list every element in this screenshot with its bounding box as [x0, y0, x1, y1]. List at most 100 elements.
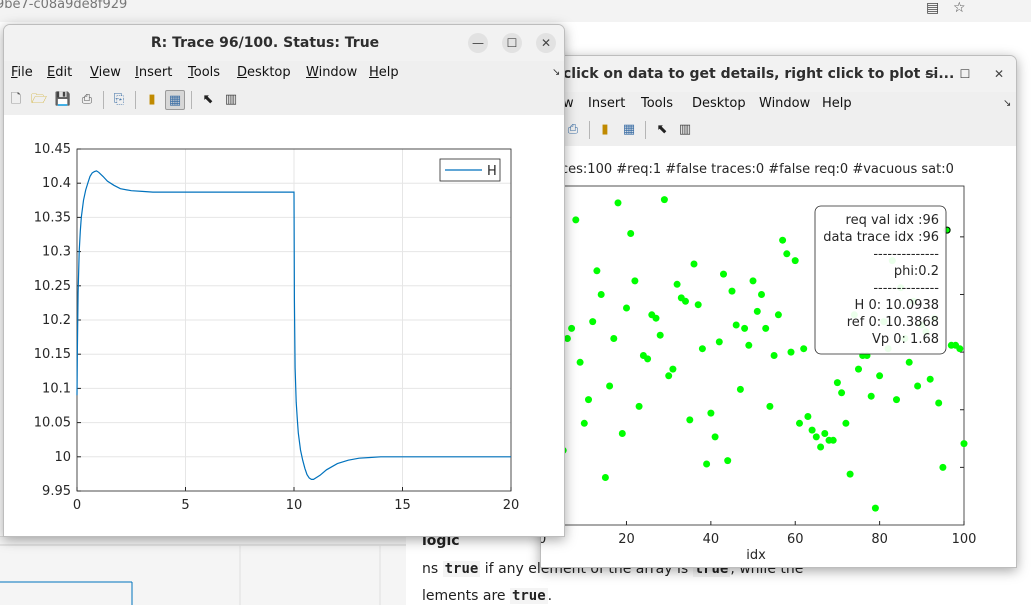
title-bar[interactable]: R: Trace 96/100. Status: True — ☐ ✕: [4, 25, 564, 61]
data-tip-line: H 0: 10.0938: [855, 298, 939, 313]
menu-window-partial[interactable]: w: [563, 96, 574, 111]
y-tick-label: 10.05: [34, 416, 71, 431]
data-point: [686, 416, 694, 424]
x-axis-label: idx: [746, 548, 766, 563]
data-point: [597, 291, 605, 298]
data-point: [833, 379, 841, 387]
trace-figure-window[interactable]: R: Trace 96/100. Status: True — ☐ ✕ File…: [3, 24, 565, 537]
data-point: [779, 236, 787, 244]
browser-address-bar[interactable]: 9be7-c08a9de8f929 ▤ ☆: [0, 0, 1031, 22]
window-title: click on data to get details, right clic…: [563, 66, 955, 82]
data-point: [631, 277, 639, 285]
minimize-icon[interactable]: —: [925, 67, 937, 81]
y-tick-label: 10: [54, 450, 71, 465]
property-editor-icon[interactable]: ▥: [224, 92, 238, 107]
reader-icon[interactable]: ▤: [926, 0, 940, 16]
data-point: [614, 199, 622, 207]
menu-edit[interactable]: Edit: [47, 65, 73, 80]
x-tick-label: 20: [618, 532, 635, 547]
data-point: [623, 304, 630, 312]
menu-desktop[interactable]: Desktop: [237, 65, 291, 80]
menu-bar: w Insert Tools Desktop Window Help ↘: [541, 92, 1016, 116]
toolbar-separator: [135, 91, 136, 109]
menu-insert[interactable]: Insert: [588, 96, 626, 111]
toolbar-separator: [103, 91, 104, 109]
menu-insert[interactable]: Insert: [135, 65, 173, 80]
data-point: [871, 504, 879, 512]
data-point: [956, 345, 964, 353]
pointer-icon[interactable]: ⬉: [202, 92, 214, 107]
x-tick-label: 0: [73, 498, 81, 513]
menu-overflow-icon[interactable]: ↘: [1003, 98, 1012, 109]
print-icon[interactable]: ⎙: [81, 92, 93, 107]
title-bar[interactable]: click on data to get details, right clic…: [541, 56, 1016, 92]
legend-entry: H: [487, 164, 497, 179]
x-tick-label: 100: [952, 532, 977, 547]
close-icon[interactable]: ✕: [993, 67, 1005, 81]
minimize-icon[interactable]: —: [468, 33, 488, 53]
data-point: [867, 392, 875, 400]
new-figure-icon[interactable]: 🗋: [10, 92, 22, 107]
data-point: [728, 287, 736, 295]
bookmark-star-icon[interactable]: ☆: [953, 0, 966, 16]
scatter-figure-window[interactable]: click on data to get details, right clic…: [540, 55, 1017, 568]
data-point: [682, 297, 689, 305]
scatter-points[interactable]: [542, 196, 968, 512]
background-panel: [0, 536, 406, 605]
menu-file[interactable]: File: [11, 65, 33, 80]
data-point: [749, 277, 757, 285]
data-point: [703, 460, 711, 468]
pointer-icon[interactable]: ⬉: [656, 122, 668, 137]
menu-help[interactable]: Help: [369, 65, 399, 80]
data-point: [669, 365, 677, 373]
data-point: [796, 419, 803, 427]
menu-desktop[interactable]: Desktop: [692, 96, 746, 111]
figure-canvas: ces:100 #req:1 #false traces:0 #false re…: [541, 146, 1016, 567]
line-series[interactable]: [76, 170, 511, 480]
save-icon[interactable]: 💾: [54, 92, 72, 107]
data-point: [829, 436, 837, 444]
property-editor-icon[interactable]: ▥: [678, 122, 692, 137]
data-point: [753, 307, 761, 315]
data-point: [601, 474, 609, 481]
doc-line-1: logic: [422, 533, 460, 549]
data-point: [572, 216, 580, 224]
colorbar-icon[interactable]: ▮: [601, 122, 609, 137]
legend-icon[interactable]: ▦: [165, 90, 185, 110]
data-tip-line: Vp 0: 1.68: [872, 332, 939, 347]
data-point: [787, 348, 795, 356]
legend[interactable]: H: [439, 158, 501, 182]
data-tip[interactable]: req val idx :96 data trace idx :96 -------…: [814, 205, 947, 355]
y-tick-label: 10.4: [42, 176, 71, 191]
y-tick-label: 10.2: [42, 313, 71, 328]
colorbar-icon[interactable]: ▮: [148, 92, 156, 107]
toolbar-separator: [589, 121, 590, 139]
line-plot[interactable]: 0 5 10 15 20 9.95 10 10.05 10.1 10.15 10.2 10.25 10.…: [4, 115, 565, 537]
data-point: [855, 365, 862, 373]
close-icon[interactable]: ✕: [536, 33, 556, 53]
menu-view[interactable]: View: [90, 65, 121, 80]
scatter-plot[interactable]: ces:100 #req:1 #false traces:0 #false re…: [541, 146, 1017, 568]
data-point: [758, 291, 765, 298]
open-file-icon[interactable]: 🗁: [30, 92, 48, 107]
maximize-icon[interactable]: ☐: [959, 67, 971, 81]
menu-overflow-icon[interactable]: ↘: [552, 67, 561, 78]
menu-tools[interactable]: Tools: [188, 65, 221, 80]
menu-window[interactable]: Window: [759, 96, 811, 111]
x-tick-label: 80: [871, 532, 888, 547]
background-plot-fragment: [0, 544, 406, 605]
print-preview-icon[interactable]: ⎘: [113, 92, 125, 107]
menu-tools[interactable]: Tools: [641, 96, 674, 111]
legend-icon[interactable]: ▦: [622, 122, 636, 137]
data-point: [690, 260, 698, 268]
menu-help[interactable]: Help: [822, 96, 852, 111]
data-point: [732, 321, 740, 329]
stats-text: ces:100 #req:1 #false traces:0 #false re…: [561, 162, 954, 177]
x-tick-label: 20: [503, 498, 520, 513]
print-preview-icon[interactable]: ⎙: [567, 122, 579, 137]
menu-window[interactable]: Window: [306, 65, 358, 80]
window-title: R: Trace 96/100. Status: True: [150, 35, 380, 51]
y-tick-label: 10.15: [34, 347, 71, 362]
data-point: [960, 440, 968, 448]
maximize-icon[interactable]: ☐: [502, 33, 522, 53]
